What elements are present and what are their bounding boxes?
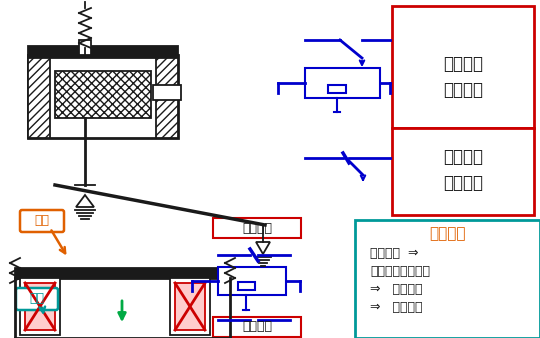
Bar — [20, 278, 60, 335]
Bar — [238, 282, 255, 290]
Bar — [28, 55, 178, 138]
Bar — [175, 283, 205, 330]
Text: 衡铁吸合（向下）: 衡铁吸合（向下） — [370, 265, 430, 278]
Text: 衡铁: 衡铁 — [35, 215, 50, 227]
FancyBboxPatch shape — [392, 6, 534, 128]
Bar — [156, 55, 178, 138]
Text: 常闭触头: 常闭触头 — [242, 221, 272, 235]
FancyBboxPatch shape — [355, 220, 540, 338]
Bar — [79, 40, 91, 55]
Bar — [218, 267, 286, 295]
Bar — [28, 55, 50, 138]
Text: 常开触头: 常开触头 — [242, 320, 272, 334]
Text: ⇒   连杆动作: ⇒ 连杆动作 — [370, 283, 422, 296]
FancyBboxPatch shape — [213, 218, 301, 238]
FancyBboxPatch shape — [392, 128, 534, 215]
Bar — [28, 46, 178, 58]
FancyBboxPatch shape — [213, 317, 301, 337]
Text: 常闭触头
延时打开: 常闭触头 延时打开 — [443, 148, 483, 192]
Polygon shape — [256, 242, 270, 254]
Polygon shape — [76, 195, 94, 207]
Bar — [55, 71, 151, 118]
Bar — [153, 85, 181, 100]
Bar — [305, 68, 380, 98]
Text: ⇒   触头动作: ⇒ 触头动作 — [370, 301, 422, 314]
Bar — [328, 85, 346, 93]
Text: 动作过程: 动作过程 — [429, 226, 465, 241]
Text: 线圈通电  ⇒: 线圈通电 ⇒ — [370, 247, 418, 260]
Bar — [25, 283, 55, 330]
FancyBboxPatch shape — [20, 210, 64, 232]
Bar — [15, 268, 230, 278]
Text: 常开触头
延时闭合: 常开触头 延时闭合 — [443, 55, 483, 99]
Text: 线圈: 线圈 — [30, 292, 44, 306]
Bar — [170, 278, 210, 335]
FancyBboxPatch shape — [16, 288, 58, 310]
